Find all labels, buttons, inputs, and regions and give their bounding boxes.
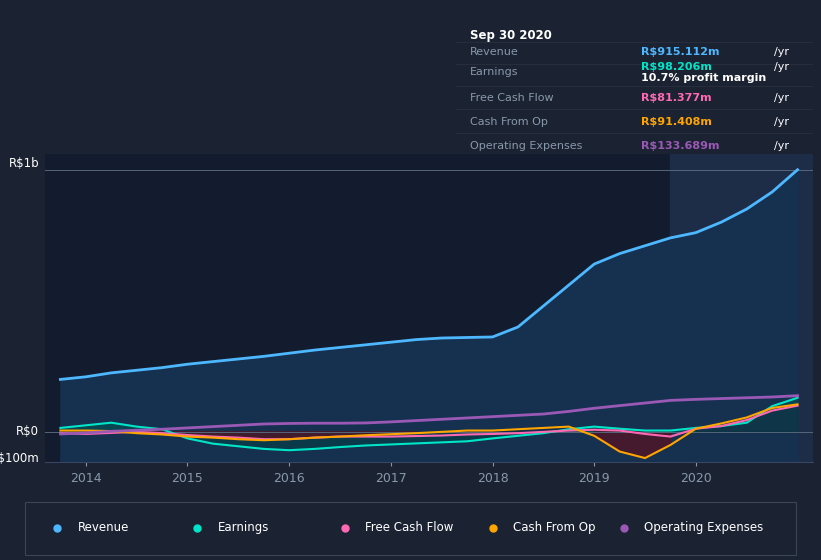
Text: Sep 30 2020: Sep 30 2020: [470, 29, 552, 42]
Text: R$91.408m: R$91.408m: [641, 116, 713, 127]
Text: /yr: /yr: [773, 63, 788, 72]
Text: Earnings: Earnings: [470, 67, 518, 77]
Text: R$1b: R$1b: [8, 157, 39, 170]
Text: /yr: /yr: [773, 46, 788, 57]
Bar: [671, 154, 818, 462]
Text: Operating Expenses: Operating Expenses: [470, 141, 582, 151]
Text: R$81.377m: R$81.377m: [641, 93, 712, 103]
Text: Revenue: Revenue: [470, 46, 519, 57]
Text: Cash From Op: Cash From Op: [513, 521, 595, 534]
Text: Free Cash Flow: Free Cash Flow: [365, 521, 454, 534]
Text: R$98.206m: R$98.206m: [641, 63, 713, 72]
Text: /yr: /yr: [773, 93, 788, 103]
Text: R$915.112m: R$915.112m: [641, 46, 720, 57]
Text: Revenue: Revenue: [78, 521, 130, 534]
Text: -R$100m: -R$100m: [0, 451, 39, 465]
Text: R$133.689m: R$133.689m: [641, 141, 720, 151]
Text: R$0: R$0: [16, 426, 39, 438]
Text: Free Cash Flow: Free Cash Flow: [470, 93, 553, 103]
Text: 10.7% profit margin: 10.7% profit margin: [641, 73, 767, 82]
Text: /yr: /yr: [773, 116, 788, 127]
Text: /yr: /yr: [773, 141, 788, 151]
Text: Operating Expenses: Operating Expenses: [644, 521, 764, 534]
Text: Cash From Op: Cash From Op: [470, 116, 548, 127]
Text: Earnings: Earnings: [218, 521, 269, 534]
